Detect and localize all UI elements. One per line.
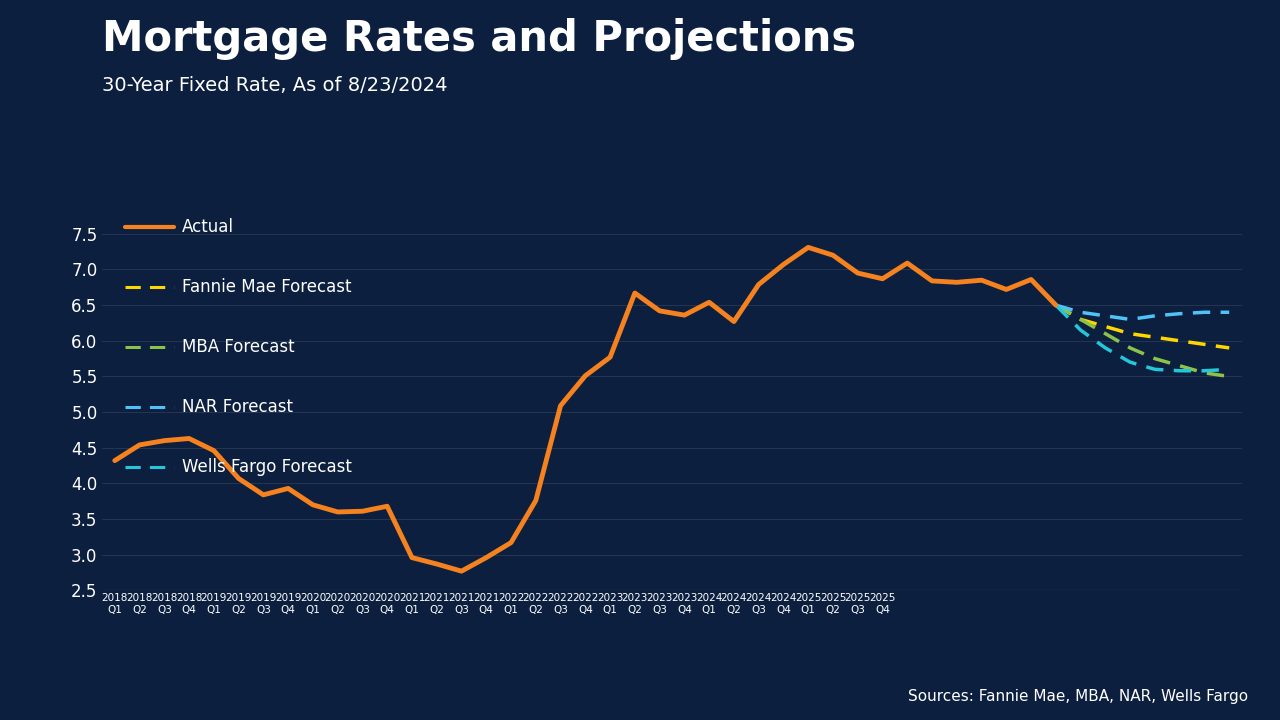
Text: MBA Forecast: MBA Forecast <box>182 338 294 356</box>
Text: NAR Forecast: NAR Forecast <box>182 398 293 416</box>
Text: Mortgage Rates and Projections: Mortgage Rates and Projections <box>102 18 856 60</box>
Text: Actual: Actual <box>182 218 233 236</box>
Text: Fannie Mae Forecast: Fannie Mae Forecast <box>182 278 351 296</box>
Text: Wells Fargo Forecast: Wells Fargo Forecast <box>182 458 352 476</box>
Text: Sources: Fannie Mae, MBA, NAR, Wells Fargo: Sources: Fannie Mae, MBA, NAR, Wells Far… <box>908 689 1248 704</box>
Text: 30-Year Fixed Rate, As of 8/23/2024: 30-Year Fixed Rate, As of 8/23/2024 <box>102 76 448 94</box>
